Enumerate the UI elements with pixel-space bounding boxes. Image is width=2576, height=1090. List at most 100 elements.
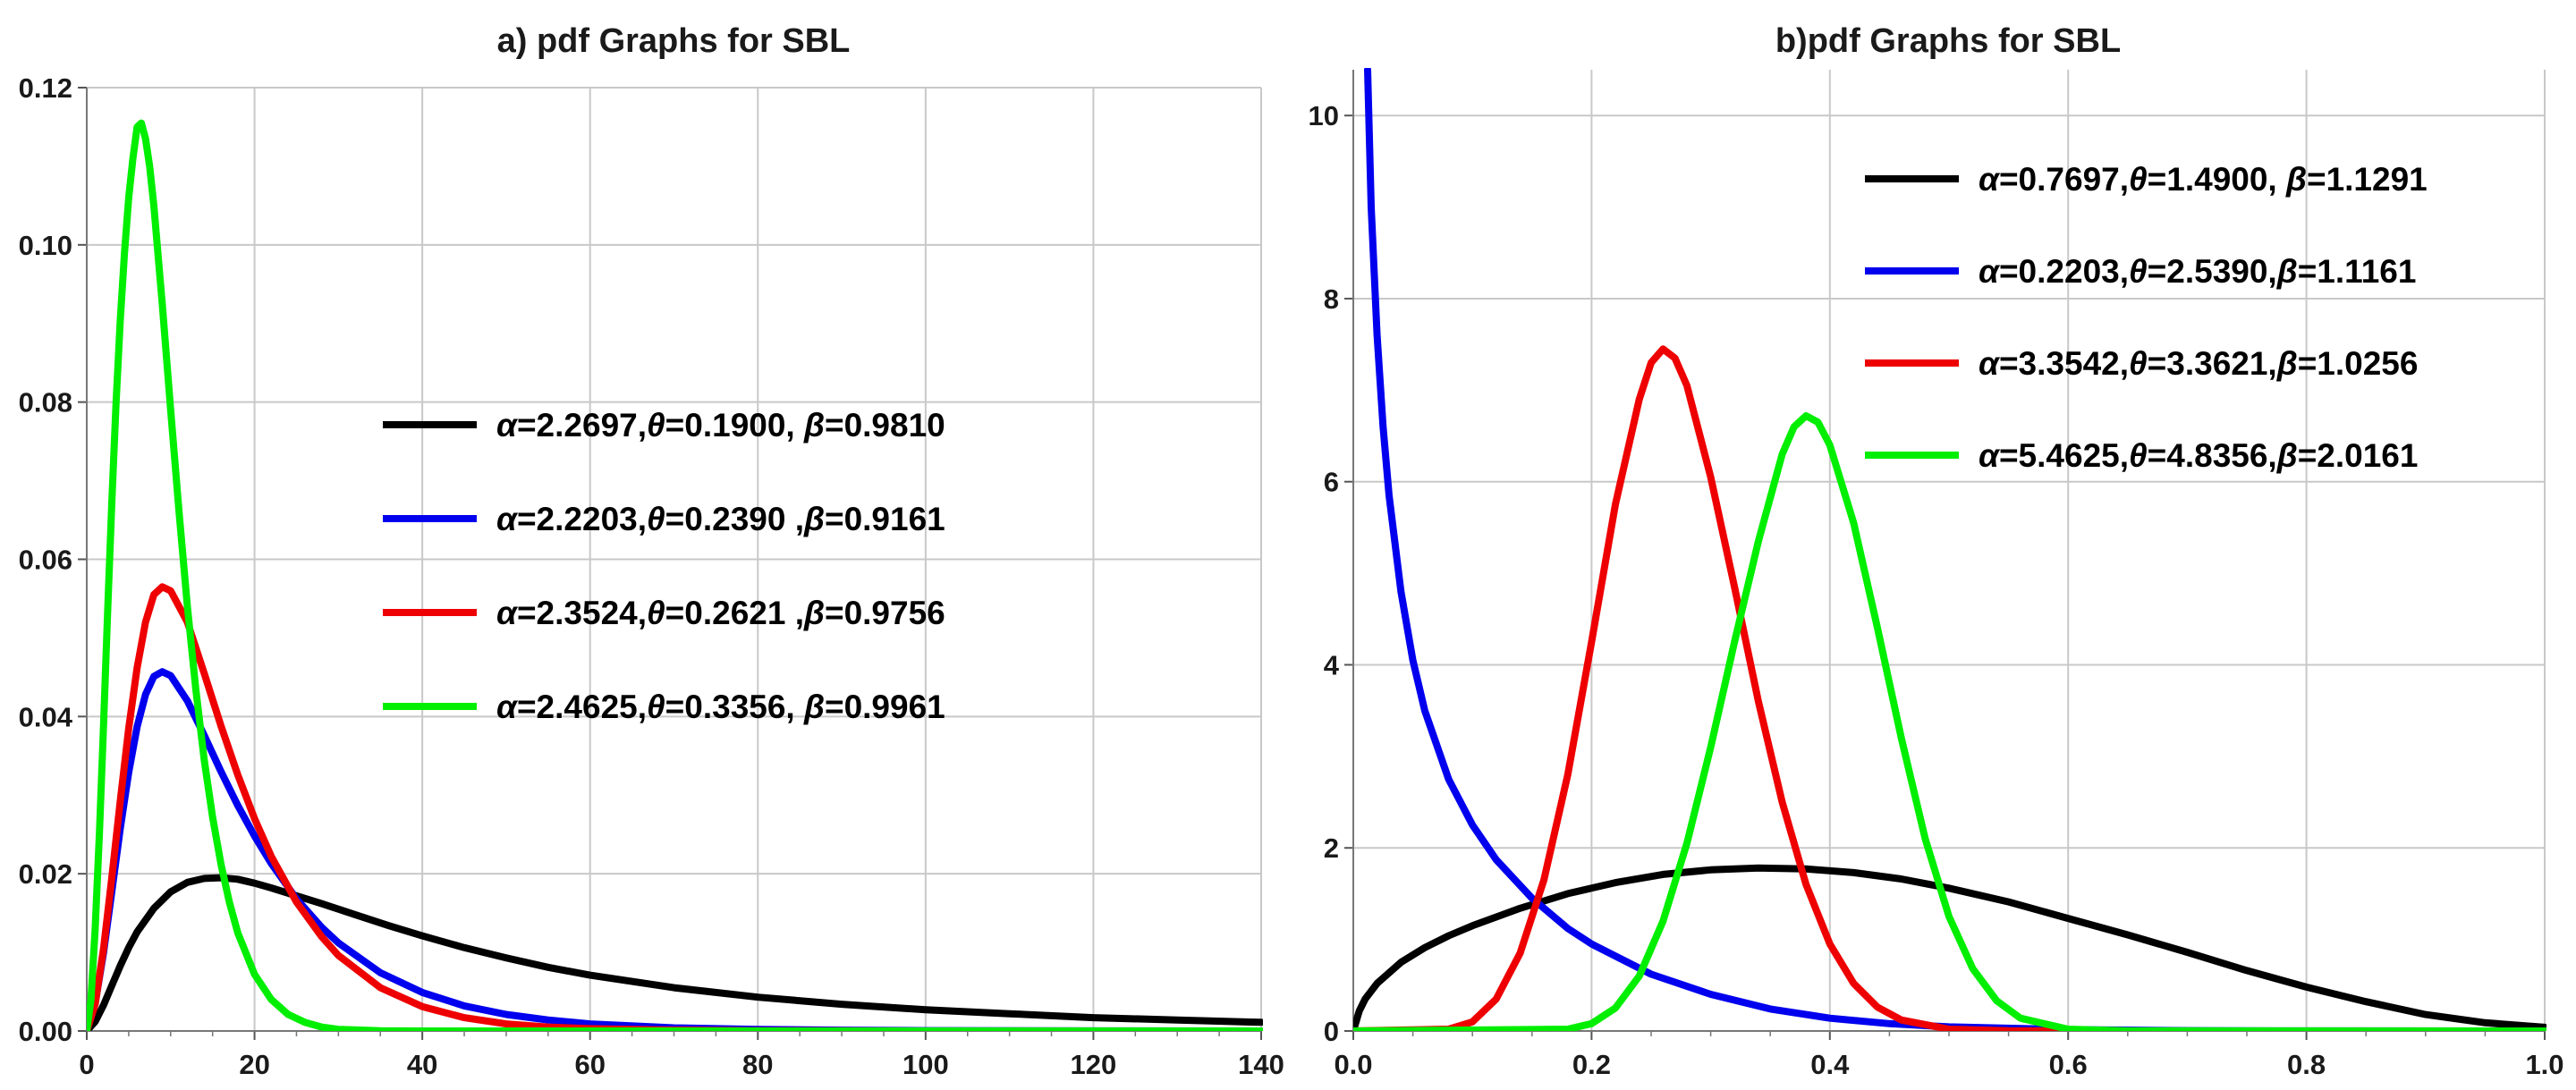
legend-label-part: =2.2203, <box>517 501 647 537</box>
legend-label-part: β <box>2276 437 2298 474</box>
legend-label-part: α <box>1979 437 2001 474</box>
legend-label-part: θ <box>647 501 665 537</box>
y-tick-label: 8 <box>1324 283 1339 315</box>
y-tick-label: 0.00 <box>19 1016 72 1047</box>
chart-panel-a: a) pdf Graphs for SBL 0 20 40 60 80 100 120 140 0… <box>19 22 1284 1080</box>
series-line-3 <box>1353 345 2546 1031</box>
series-line-1 <box>87 874 1263 1031</box>
legend-label-part: =4.8356, <box>2148 437 2277 474</box>
chart-title: a) pdf Graphs for SBL <box>497 22 851 60</box>
legend-label-part: α <box>1979 161 2001 198</box>
legend-label-part: =0.9961 <box>825 689 945 725</box>
y-tick-label: 0.12 <box>19 72 72 104</box>
legend-label: α=3.3542,θ=3.3621,β=1.0256 <box>1979 345 2418 382</box>
legend-label-part: θ <box>2129 253 2148 290</box>
legend-label-part: α <box>496 689 519 725</box>
legend-label-part: θ <box>647 595 665 631</box>
legend-label-part: =1.1291 <box>2307 161 2428 198</box>
legend-label-part: θ <box>2129 345 2148 382</box>
series-line-3 <box>87 583 1263 1031</box>
series-line-4 <box>1353 412 2546 1031</box>
x-tick-label: 0.2 <box>1572 1049 1611 1080</box>
legend-label-part: =0.1900, <box>665 407 804 444</box>
legend-label-part: α <box>1979 253 2001 290</box>
series-line-1 <box>1353 864 2546 1031</box>
chart-title: b)pdf Graphs for SBL <box>1775 22 2121 60</box>
x-tick-label: 0.8 <box>2287 1049 2326 1080</box>
y-tick-label: 0.06 <box>19 545 72 576</box>
series-line-2 <box>87 668 1263 1031</box>
legend-label-part: =2.4625, <box>517 689 647 725</box>
x-tick-label: 0.4 <box>1810 1049 1850 1080</box>
legend-label-part: =3.3542, <box>1999 345 2129 382</box>
legend-label-part: =3.3621, <box>2148 345 2277 382</box>
legend-label-part: =1.1161 <box>2298 253 2417 290</box>
legend-label-part: α <box>496 501 519 537</box>
legend-label: α=2.2697,θ=0.1900, β=0.9810 <box>496 407 945 444</box>
x-tick-label: 20 <box>239 1049 269 1080</box>
legend-label-part: θ <box>2129 437 2148 474</box>
legend-label-part: =2.5390, <box>2148 253 2277 290</box>
legend: α=0.7697,θ=1.4900, β=1.1291α=0.2203,θ=2.… <box>1865 161 2428 474</box>
legend-label-part: α <box>496 407 519 444</box>
legend-label-part: =2.2697, <box>517 407 647 444</box>
legend-label-part: =1.4900, <box>2148 161 2286 198</box>
plot-area <box>1353 68 2546 1031</box>
legend-label-part: θ <box>2129 161 2148 198</box>
y-tick-label: 0.02 <box>19 858 72 890</box>
legend-label: α=0.7697,θ=1.4900, β=1.1291 <box>1979 161 2428 198</box>
y-tick-label: 2 <box>1324 832 1339 864</box>
legend-label-part: =0.9756 <box>825 595 945 631</box>
legend-label-part: =0.2203, <box>1999 253 2129 290</box>
y-tick-label: 0.04 <box>19 701 73 732</box>
legend-label-part: α <box>1979 345 2001 382</box>
y-tick-label: 10 <box>1309 100 1339 131</box>
legend-label: α=2.3524,θ=0.2621 ,β=0.9756 <box>496 595 945 631</box>
x-tick-label: 1.0 <box>2525 1049 2563 1080</box>
legend-label-part: =2.0161 <box>2298 437 2419 474</box>
legend-label-part: =0.3356, <box>665 689 804 725</box>
x-tick-label: 120 <box>1071 1049 1117 1080</box>
y-tick-label: 6 <box>1324 467 1339 498</box>
x-tick-label: 100 <box>902 1049 949 1080</box>
x-tick-label: 0 <box>79 1049 94 1080</box>
x-tick-label: 60 <box>574 1049 605 1080</box>
legend-label-part: α <box>496 595 519 631</box>
x-tick-label: 0.0 <box>1334 1049 1372 1080</box>
legend-label-part: θ <box>647 689 665 725</box>
series-line-4 <box>87 119 1263 1031</box>
y-tick-label: 0.10 <box>19 230 72 261</box>
legend-label: α=2.4625,θ=0.3356, β=0.9961 <box>496 689 945 725</box>
legend-label-part: =0.2621 , <box>665 595 804 631</box>
legend-label: α=0.2203,θ=2.5390,β=1.1161 <box>1979 253 2416 290</box>
y-tick-label: 0.08 <box>19 387 72 418</box>
legend-label-part: =0.7697, <box>1999 161 2129 198</box>
grid <box>86 87 1262 1032</box>
legend-label-part: β <box>803 689 825 725</box>
legend-label-part: =1.0256 <box>2298 345 2419 382</box>
x-tick-label: 40 <box>407 1049 437 1080</box>
legend-label-part: =2.3524, <box>517 595 647 631</box>
x-tick-label: 140 <box>1238 1049 1284 1080</box>
chart-panel-b: b)pdf Graphs for SBL 0.0 0.2 0.4 0.6 0.8 1.0 0 2… <box>1309 22 2564 1080</box>
legend-label-part: β <box>2276 345 2298 382</box>
legend-label-part: β <box>803 501 825 537</box>
plot-area <box>87 119 1263 1031</box>
legend-label-part: θ <box>647 407 665 444</box>
y-tick-label: 4 <box>1324 649 1340 680</box>
x-tick-label: 0.6 <box>2049 1049 2088 1080</box>
legend-label: α=5.4625,θ=4.8356,β=2.0161 <box>1979 437 2418 474</box>
legend-label-part: =0.9810 <box>825 407 945 444</box>
legend-label-part: =0.9161 <box>825 501 945 537</box>
legend-label-part: β <box>803 407 825 444</box>
legend-label-part: β <box>2285 161 2307 198</box>
x-tick-label: 80 <box>742 1049 773 1080</box>
legend-label: α=2.2203,θ=0.2390 ,β=0.9161 <box>496 501 945 537</box>
legend-label-part: =0.2390 , <box>665 501 804 537</box>
legend-label-part: β <box>803 595 825 631</box>
legend: α=2.2697,θ=0.1900, β=0.9810α=2.2203,θ=0.… <box>383 407 945 725</box>
y-tick-label: 0 <box>1324 1016 1339 1047</box>
legend-label-part: =5.4625, <box>1999 437 2129 474</box>
legend-label-part: β <box>2276 253 2298 290</box>
